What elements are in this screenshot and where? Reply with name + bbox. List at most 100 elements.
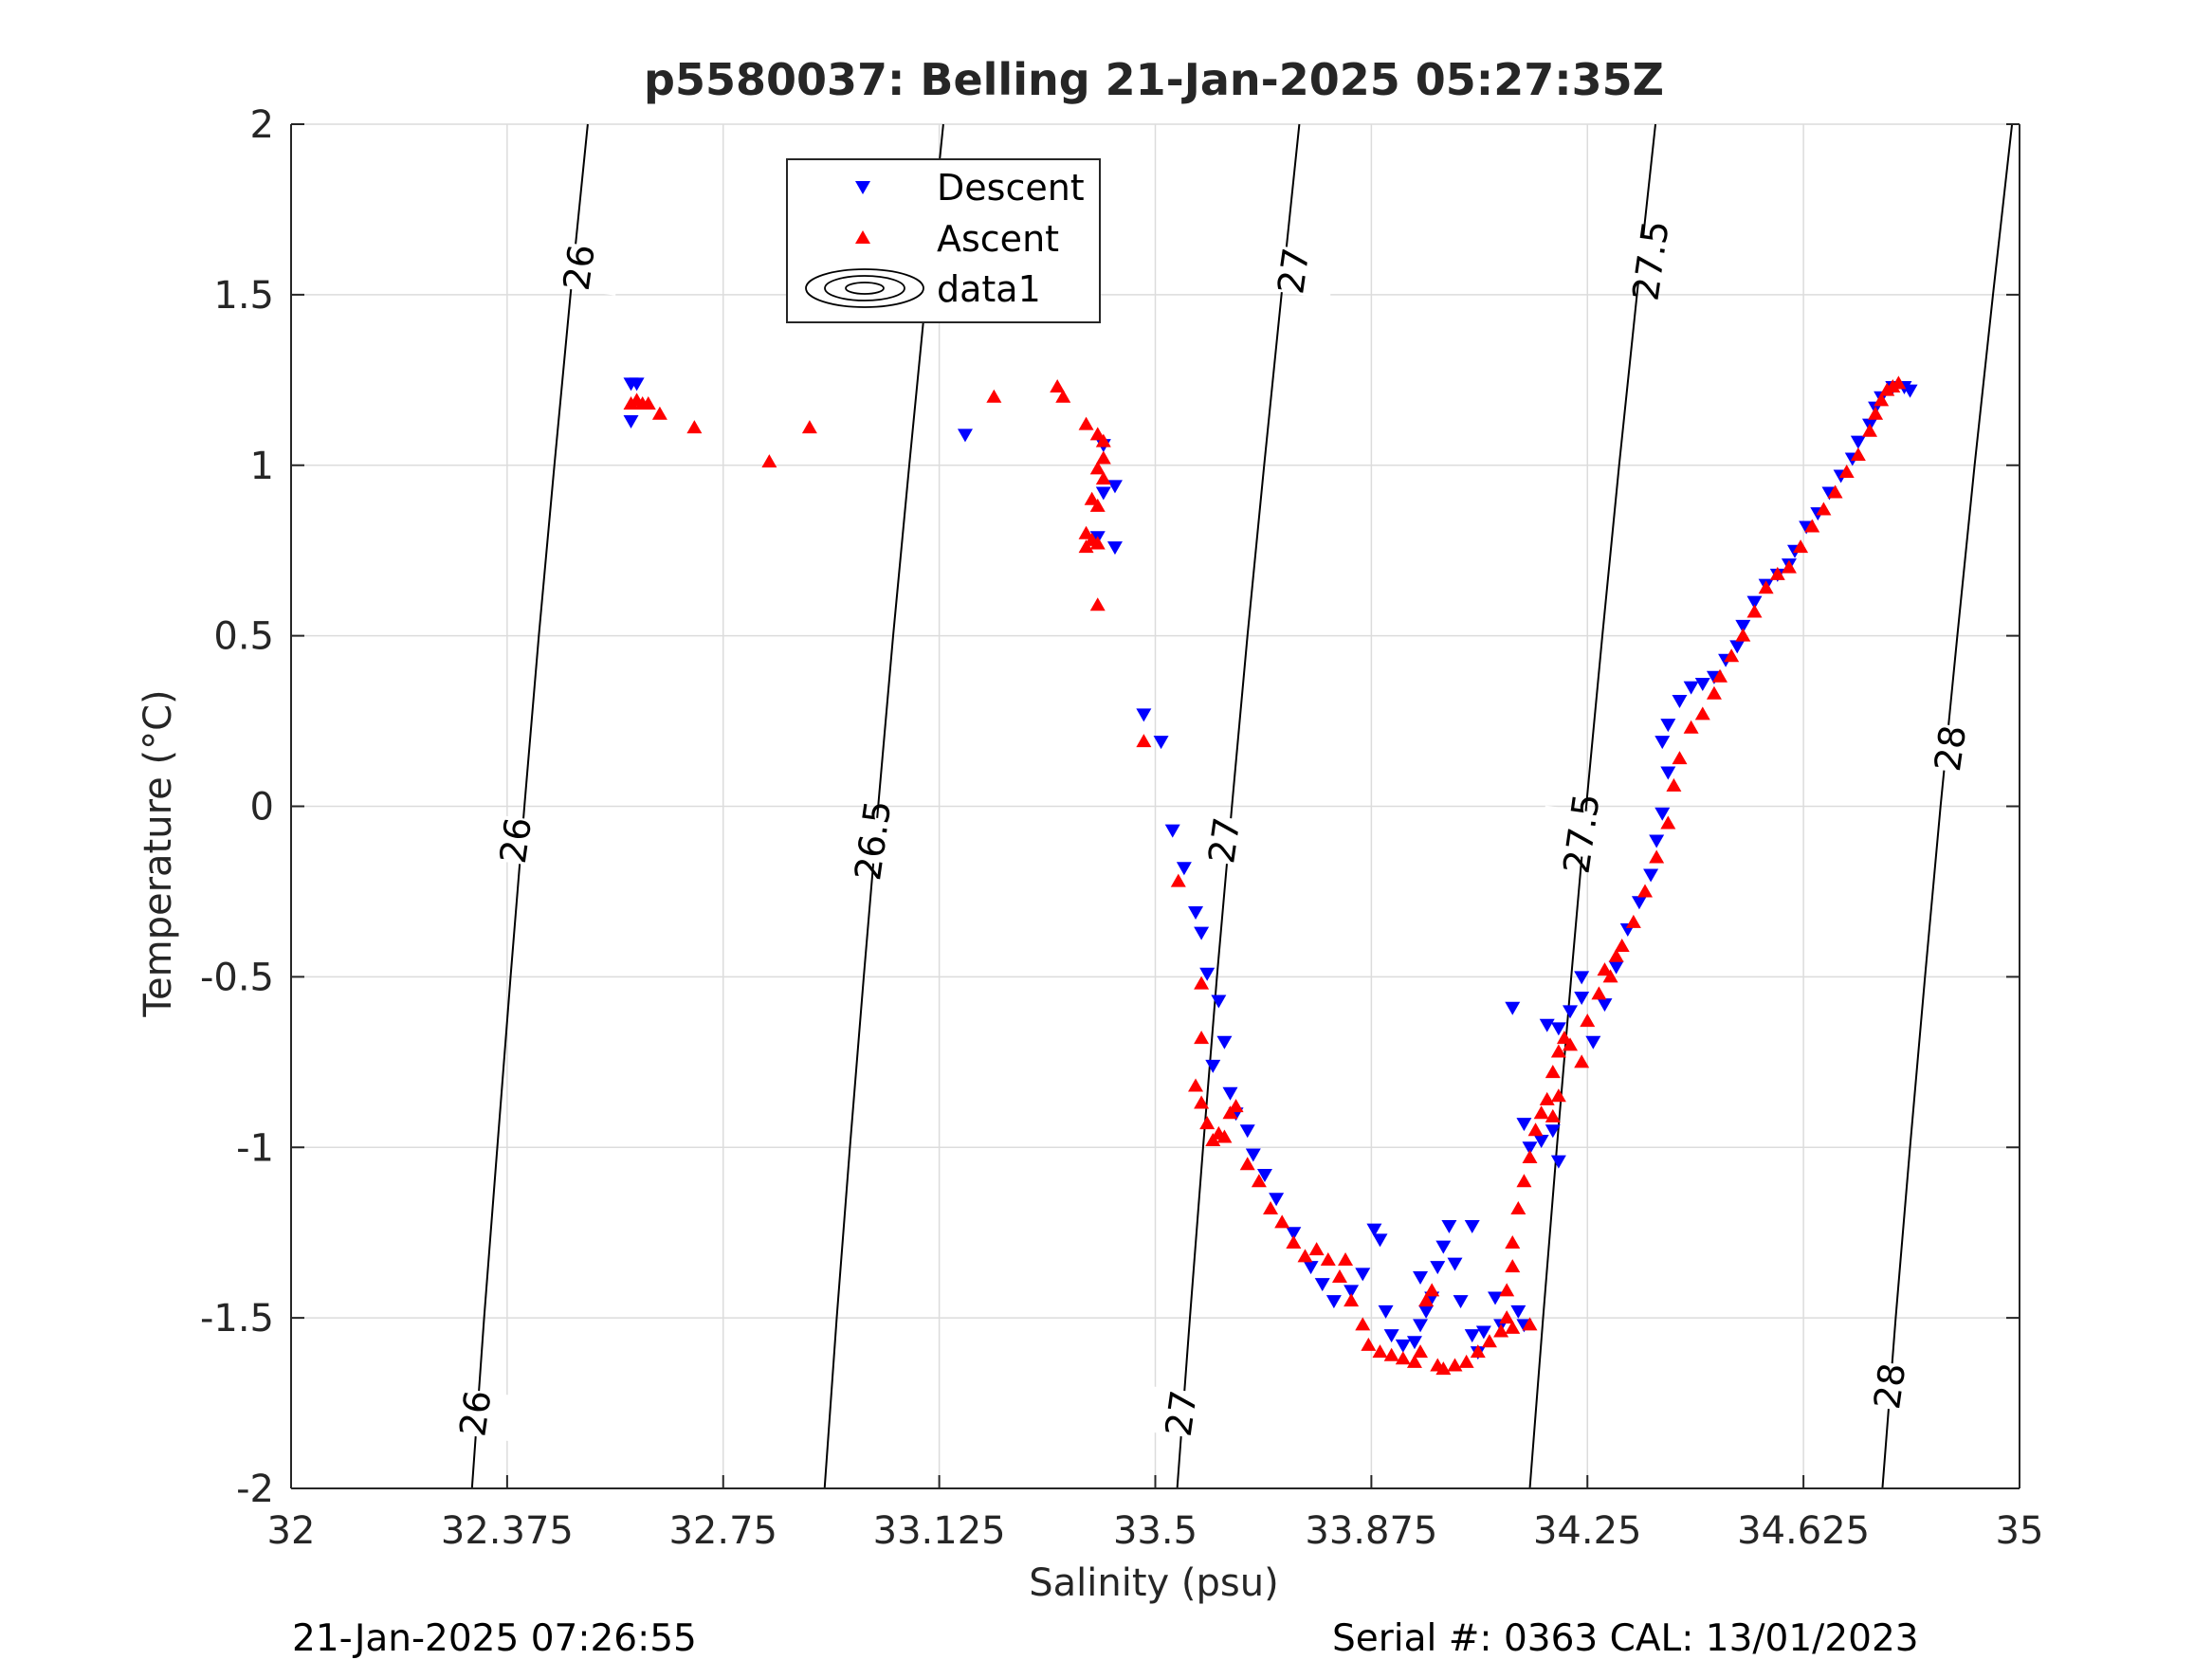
legend[interactable]: Descent Ascent data1	[786, 158, 1101, 323]
descent-point	[1164, 824, 1180, 838]
ascent-point	[1078, 539, 1094, 554]
descent-point	[1245, 1148, 1261, 1162]
descent-point	[1850, 435, 1866, 449]
ascent-point	[1804, 519, 1820, 533]
ascent-point	[1505, 1234, 1521, 1249]
descent-point	[1631, 896, 1647, 910]
contour-label: 27	[1200, 814, 1248, 866]
contour-label-bg	[1908, 720, 1994, 776]
contour-label-bg	[432, 1385, 519, 1442]
descent-point	[1188, 906, 1204, 921]
ascent-point	[1591, 986, 1607, 1000]
ascent-point	[1666, 777, 1682, 792]
ascent-point	[1194, 976, 1210, 990]
contour-label: 28	[1866, 1360, 1913, 1412]
ascent-point	[640, 395, 656, 410]
ascent-point	[1533, 1105, 1549, 1120]
legend-descent-marker	[855, 181, 870, 194]
ascent-point	[1493, 1323, 1509, 1338]
ascent-point	[1424, 1283, 1440, 1297]
contour-label-bg	[473, 812, 558, 869]
ascent-point	[1683, 720, 1699, 734]
descent-point	[1199, 967, 1216, 981]
ascent-point	[1331, 1268, 1347, 1283]
ascent-point	[1550, 1088, 1566, 1103]
descent-point	[1256, 1169, 1272, 1183]
descent-point	[1447, 1257, 1463, 1271]
descent-point	[1475, 1325, 1491, 1340]
ascent-point	[1660, 815, 1676, 830]
descent-point	[1729, 640, 1746, 654]
descent-point	[1176, 862, 1192, 876]
ascent-point	[686, 420, 703, 434]
descent-point	[1574, 971, 1590, 985]
descent-point	[1649, 834, 1665, 848]
series-ascent	[623, 375, 1907, 1376]
ascent-point	[1435, 1361, 1452, 1376]
ascent-point	[1816, 502, 1832, 516]
descent-point	[1216, 1035, 1233, 1049]
plot-area: 26262626.526.527272727.527.528283232.375…	[200, 103, 2044, 1553]
ascent-point	[1522, 1317, 1538, 1331]
y-tick-label: 2	[250, 103, 274, 147]
ascent-point	[1793, 539, 1809, 554]
ascent-point	[1078, 416, 1094, 430]
legend-entry-label: data1	[937, 268, 1041, 310]
ascent-point	[623, 395, 639, 410]
ascent-point	[1550, 1044, 1566, 1058]
legend-contour-marker	[845, 282, 885, 295]
ascent-point	[1470, 1344, 1486, 1359]
descent-point	[1533, 1135, 1549, 1149]
descent-point	[1735, 619, 1751, 633]
ascent-point	[1286, 1234, 1302, 1249]
ascent-point	[1089, 597, 1106, 611]
descent-point	[1608, 960, 1624, 975]
contour-label: 28	[1927, 722, 1974, 774]
contour-label-bg	[1847, 1358, 1933, 1414]
ascent-point	[1879, 382, 1895, 396]
descent-point	[629, 377, 645, 392]
contour-line-26	[470, 123, 589, 1489]
ascent-point	[1597, 962, 1613, 976]
ascent-point	[1216, 1129, 1233, 1143]
contour-line-26.5	[823, 123, 944, 1489]
ascent-point	[1308, 1242, 1325, 1256]
contour-label: 27	[1158, 1388, 1205, 1439]
ascent-point	[1563, 1037, 1579, 1051]
ascent-point	[1769, 566, 1785, 580]
x-tick-label: 32	[267, 1509, 316, 1553]
descent-point	[1211, 994, 1227, 1009]
contour-label-bg	[1181, 812, 1268, 869]
descent-point	[1683, 681, 1699, 695]
legend-entry-label: Descent	[937, 167, 1085, 209]
contour-label-bg	[1138, 1385, 1224, 1442]
ascent-point	[1338, 1251, 1354, 1266]
ascent-point	[1194, 1031, 1210, 1045]
descent-point	[1643, 868, 1659, 883]
ascent-point	[1580, 1013, 1596, 1028]
descent-point	[1106, 480, 1123, 494]
legend-ascent-marker	[855, 230, 870, 244]
footer-serial-cal: Serial #: 0363 CAL: 13/01/2023	[1332, 1617, 1919, 1660]
descent-point	[1406, 1336, 1422, 1350]
ascent-point	[1095, 433, 1111, 447]
ascent-point	[1251, 1174, 1267, 1188]
ascent-point	[1862, 423, 1878, 437]
ascent-point	[1344, 1293, 1360, 1307]
descent-point	[1372, 1233, 1388, 1248]
descent-point	[1694, 677, 1710, 691]
ascent-point	[1383, 1347, 1399, 1361]
legend-contour-marker	[805, 268, 924, 308]
descent-point	[1550, 1155, 1566, 1169]
descent-point	[1366, 1223, 1382, 1237]
ascent-point	[761, 454, 777, 468]
ascent-point	[1095, 450, 1111, 465]
ascent-point	[1395, 1351, 1411, 1365]
ascent-point	[1089, 427, 1106, 441]
descent-point	[1344, 1285, 1360, 1299]
descent-point	[1516, 1118, 1532, 1132]
descent-point	[1522, 1141, 1538, 1156]
ascent-point	[1758, 580, 1774, 594]
y-tick-label: 1	[250, 445, 274, 488]
descent-point	[1325, 1295, 1342, 1309]
